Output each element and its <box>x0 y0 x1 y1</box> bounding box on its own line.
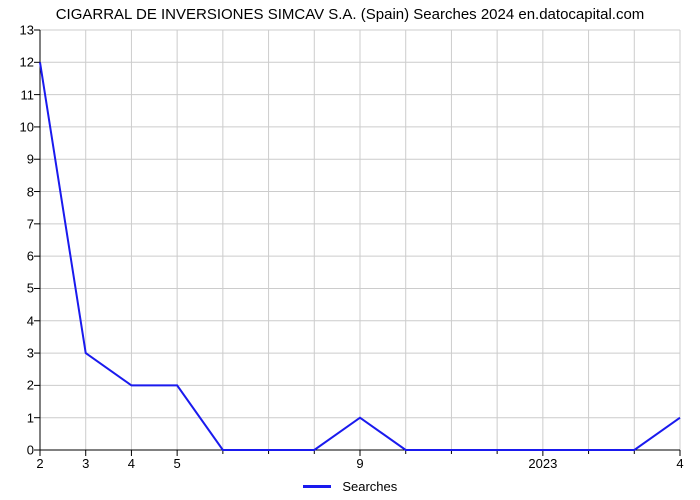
chart-container: { "chart": { "type": "line", "title": "C… <box>0 0 700 500</box>
ytick-label: 4 <box>27 313 40 328</box>
ytick-label: 13 <box>20 23 40 38</box>
ytick-label: 8 <box>27 184 40 199</box>
ytick-label: 9 <box>27 152 40 167</box>
chart-title: CIGARRAL DE INVERSIONES SIMCAV S.A. (Spa… <box>0 6 700 23</box>
ytick-label: 10 <box>20 119 40 134</box>
legend-label: Searches <box>342 479 397 494</box>
ytick-label: 7 <box>27 216 40 231</box>
legend: Searches <box>0 478 700 494</box>
xtick-label: 4 <box>676 450 683 471</box>
chart-svg <box>40 30 680 450</box>
ytick-label: 5 <box>27 281 40 296</box>
plot-area: 0123456789101112132345920234 <box>40 30 680 450</box>
ytick-label: 2 <box>27 378 40 393</box>
ytick-label: 1 <box>27 410 40 425</box>
xtick-label: 2 <box>36 450 43 471</box>
xtick-label: 9 <box>356 450 363 471</box>
ytick-label: 6 <box>27 249 40 264</box>
ytick-label: 3 <box>27 346 40 361</box>
xtick-label: 3 <box>82 450 89 471</box>
xtick-label: 2023 <box>528 450 557 471</box>
xtick-label: 4 <box>128 450 135 471</box>
xtick-label: 5 <box>174 450 181 471</box>
ytick-label: 11 <box>21 87 41 102</box>
legend-swatch <box>303 485 331 488</box>
ytick-label: 12 <box>20 55 40 70</box>
